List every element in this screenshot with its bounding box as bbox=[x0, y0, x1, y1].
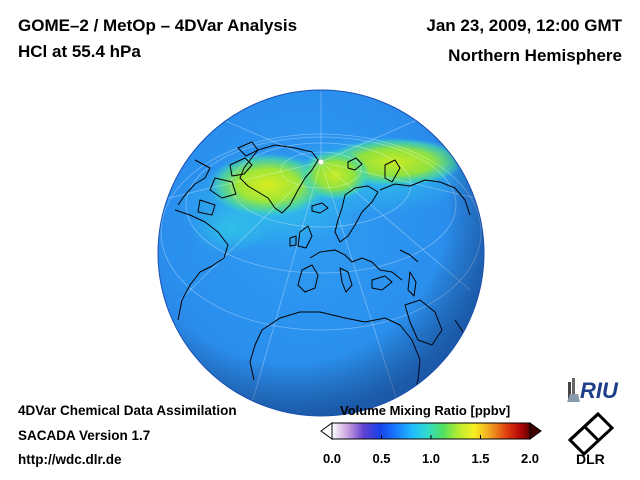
riu-logo: RIU bbox=[567, 378, 619, 403]
species-label: HCl at 55.4 hPa bbox=[18, 42, 141, 61]
dlr-logo: DLR bbox=[567, 411, 615, 466]
colorbar-tick-label: 0.5 bbox=[372, 451, 391, 466]
riu-logo-text: RIU bbox=[580, 378, 619, 403]
map-title: GOME–2 / MetOp – 4DVar Analysis bbox=[18, 16, 298, 35]
colorbar-tick-label: 2.0 bbox=[520, 451, 540, 466]
colorbar-underflow-arrow bbox=[320, 422, 333, 440]
colorbar-tick-label: 1.5 bbox=[471, 451, 490, 466]
region-label: Northern Hemisphere bbox=[448, 46, 622, 65]
footer-version: SACADA Version 1.7 bbox=[18, 428, 151, 443]
dlr-logo-text: DLR bbox=[576, 451, 605, 466]
datetime-label: Jan 23, 2009, 12:00 GMT bbox=[426, 16, 622, 35]
colorbar-title: Volume Mixing Ratio [ppbv] bbox=[340, 403, 511, 418]
colorbar bbox=[320, 422, 542, 440]
footer-method: 4DVar Chemical Data Assimilation bbox=[18, 403, 237, 418]
colorbar-overflow-arrow bbox=[529, 422, 542, 440]
footer-url[interactable]: http://wdc.dlr.de bbox=[18, 452, 122, 467]
colorbar-tick-label: 1.0 bbox=[421, 451, 441, 466]
colorbar-tick-label: 0.0 bbox=[322, 451, 342, 466]
